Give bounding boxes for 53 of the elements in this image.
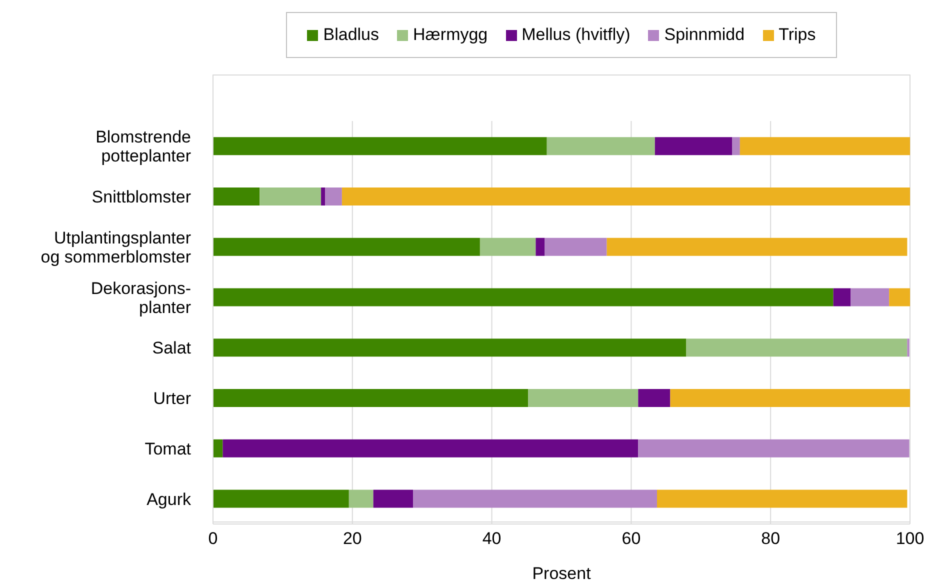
bar xyxy=(213,490,349,508)
x-tick-label: 20 xyxy=(342,529,362,548)
bar xyxy=(213,187,260,206)
bar xyxy=(213,137,547,156)
bar xyxy=(528,388,638,407)
bar xyxy=(670,388,910,407)
bar xyxy=(536,238,545,256)
bar xyxy=(740,137,910,156)
bar xyxy=(348,490,374,508)
bar xyxy=(732,137,740,156)
bar xyxy=(686,338,908,357)
y-tick-label: Blomstrende potteplanter xyxy=(96,127,192,166)
bar xyxy=(213,238,480,256)
y-tick-label: Agurk xyxy=(146,489,192,508)
x-axis-title: Prosent xyxy=(532,564,592,583)
x-tick-label: 40 xyxy=(482,529,502,548)
bar xyxy=(833,288,851,306)
legend-label: Bladlus xyxy=(323,25,380,45)
bar xyxy=(656,490,908,508)
bar xyxy=(321,187,326,206)
y-tick-label: Snittblomster xyxy=(92,187,192,206)
bar xyxy=(850,288,890,306)
bar xyxy=(325,187,342,206)
x-tick-label: 0 xyxy=(208,529,218,548)
y-tick-label: Urter xyxy=(153,388,192,408)
bar xyxy=(544,238,607,256)
x-tick-label: 80 xyxy=(761,529,780,548)
bar xyxy=(342,187,910,206)
bar xyxy=(213,338,686,357)
bar xyxy=(260,187,322,206)
legend-label: Trips xyxy=(778,25,816,45)
bar xyxy=(480,238,536,256)
bar xyxy=(213,439,223,458)
bar xyxy=(638,388,670,407)
bar xyxy=(373,490,414,508)
legend-label: Mellus (hvitfly) xyxy=(522,25,630,45)
legend-label: Hærmygg xyxy=(413,25,488,45)
bar xyxy=(654,137,732,156)
x-tick-label: 60 xyxy=(622,529,641,548)
bar xyxy=(606,238,908,256)
bar xyxy=(889,288,910,306)
y-tick-label: Utplantingsplanter og sommerblomster xyxy=(40,228,192,266)
bar xyxy=(213,288,834,306)
y-tick-label: Tomat xyxy=(144,438,192,458)
y-tick-label: Dekorasjons- planter xyxy=(90,278,192,316)
y-tick-label: Salat xyxy=(152,338,192,358)
bar xyxy=(413,490,657,508)
bar xyxy=(222,439,638,458)
bar xyxy=(213,388,528,407)
bar xyxy=(638,439,910,458)
legend-label: Spinnmidd xyxy=(664,25,745,45)
bar xyxy=(546,137,655,156)
x-tick-label: 100 xyxy=(896,529,924,548)
